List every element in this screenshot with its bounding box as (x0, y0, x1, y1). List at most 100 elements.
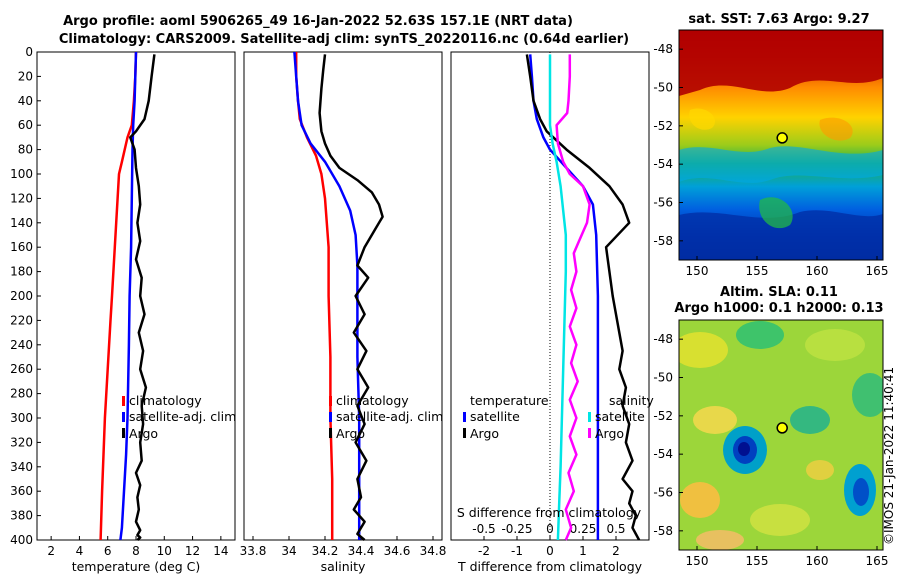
salinity-axis-label: salinity (321, 559, 366, 574)
difference-legend: temperature satellite Argo salinity sate… (463, 393, 654, 441)
x-tick-label: 2 (612, 544, 620, 558)
s-tick-label: -0.5 (472, 522, 495, 536)
satellite-salinity-line (293, 51, 361, 540)
y-tick-label: 260 (10, 362, 33, 376)
x-tick-label: 10 (157, 544, 172, 558)
x-tick-label: 4 (76, 544, 84, 558)
map-y-tick-label: -56 (653, 196, 673, 210)
map-x-tick-label: 165 (866, 264, 889, 278)
s-tick-label: 0.25 (570, 522, 597, 536)
s-tick-label: 0.5 (606, 522, 625, 536)
map-x-tick-label: 155 (746, 264, 769, 278)
legend-label-argo: Argo (336, 426, 365, 441)
y-tick-label: 320 (10, 435, 33, 449)
sst-map (679, 30, 883, 260)
map-y-tick-label: -54 (653, 447, 673, 461)
y-tick-label: 0 (25, 45, 33, 59)
y-tick-label: 20 (18, 69, 33, 83)
sla-map-title-line1: Altim. SLA: 0.11 (720, 285, 838, 300)
legend-swatch-argo (122, 428, 125, 438)
y-tick-label: 100 (10, 167, 33, 181)
x-tick-label: -2 (478, 544, 490, 558)
x-tick-label: 0 (546, 544, 554, 558)
s-tick-label: 0 (546, 522, 554, 536)
legend-title-salinity: salinity (609, 393, 654, 408)
satellite-temperature-line (119, 51, 138, 541)
y-tick-label: 280 (10, 387, 33, 401)
y-tick-label: 360 (10, 484, 33, 498)
x-tick-label: 14 (213, 544, 228, 558)
y-tick-label: 240 (10, 338, 33, 352)
map-x-tick-label: 150 (686, 264, 709, 278)
sla-map-frame (678, 319, 884, 551)
x-tick-label: 34.8 (420, 544, 447, 558)
legend-swatch-satellite (122, 412, 125, 422)
temperature-panel-frame (36, 51, 236, 541)
sla-map (679, 320, 883, 550)
map-y-tick-label: -54 (653, 157, 673, 171)
y-tick-label: 80 (18, 143, 33, 157)
map-y-tick-label: -58 (653, 234, 673, 248)
argo-marker-sla (776, 422, 788, 434)
map-y-tick-label: -48 (653, 42, 673, 56)
legend-swatch-satellite (329, 412, 332, 422)
map-y-tick-label: -48 (653, 332, 673, 346)
map-x-tick-label: 150 (686, 554, 709, 568)
legend-title-temperature: temperature (470, 393, 549, 408)
s-difference-satellite-line (548, 54, 568, 541)
legend-swatch-s-satellite (588, 412, 591, 422)
argo-marker-sst (776, 132, 788, 144)
sla-map-title-line2: Argo h1000: 0.1 h2000: 0.13 (674, 301, 883, 316)
map-y-tick-label: -52 (653, 409, 673, 423)
y-tick-label: 340 (10, 460, 33, 474)
y-tick-label: 380 (10, 509, 33, 523)
y-tick-label: 160 (10, 240, 33, 254)
climatology-temperature-line (99, 51, 138, 541)
map-x-tick-label: 160 (806, 264, 829, 278)
y-tick-label: 180 (10, 265, 33, 279)
y-tick-label: 300 (10, 411, 33, 425)
x-tick-label: 1 (579, 544, 587, 558)
legend-swatch-climatology (329, 396, 332, 406)
x-tick-label: 34.6 (384, 544, 411, 558)
temperature-legend: climatology satellite-adj. clim Argo (122, 393, 236, 441)
argo-salinity-line (318, 54, 384, 541)
map-y-tick-label: -50 (653, 371, 673, 385)
x-tick-label: 34.4 (348, 544, 375, 558)
map-y-tick-label: -56 (653, 486, 673, 500)
legend-swatch-argo (329, 428, 332, 438)
salinity-panel-frame (243, 51, 443, 541)
y-tick-label: 400 (10, 533, 33, 547)
title-line1: Argo profile: aoml 5906265_49 16-Jan-202… (63, 14, 573, 29)
legend-label-climatology: climatology (336, 393, 409, 408)
s-difference-axis-label: S difference from climatology (457, 505, 642, 520)
map-y-tick-label: -50 (653, 81, 673, 95)
legend-label-argo: Argo (129, 426, 158, 441)
sst-map-title: sat. SST: 7.63 Argo: 9.27 (688, 12, 869, 27)
legend-swatch-s-argo (588, 428, 591, 438)
title-line2: Climatology: CARS2009. Satellite-adj cli… (59, 32, 629, 47)
x-tick-label: 34 (281, 544, 296, 558)
map-x-tick-label: 165 (866, 554, 889, 568)
t-difference-axis-label: T difference from climatology (457, 559, 643, 574)
y-tick-label: 120 (10, 191, 33, 205)
argo-temperature-line (129, 54, 156, 541)
x-tick-label: -1 (511, 544, 523, 558)
x-tick-label: 34.2 (312, 544, 339, 558)
y-tick-label: 40 (18, 94, 33, 108)
x-tick-label: 2 (47, 544, 55, 558)
legend-swatch-climatology (122, 396, 125, 406)
legend-swatch-t-argo (463, 428, 466, 438)
x-tick-label: 6 (104, 544, 112, 558)
legend-label-satellite: satellite-adj. clim (336, 409, 443, 424)
map-x-tick-label: 160 (806, 554, 829, 568)
imos-watermark: ©IMOS 21-Jan-2022 11:40:41 (882, 367, 896, 545)
s-tick-label: -0.25 (501, 522, 532, 536)
map-x-tick-label: 155 (746, 554, 769, 568)
legend-swatch-t-satellite (463, 412, 466, 422)
y-tick-label: 60 (18, 118, 33, 132)
salinity-legend: climatology satellite-adj. clim Argo (329, 393, 443, 441)
y-tick-label: 140 (10, 216, 33, 230)
legend-label-climatology: climatology (129, 393, 202, 408)
